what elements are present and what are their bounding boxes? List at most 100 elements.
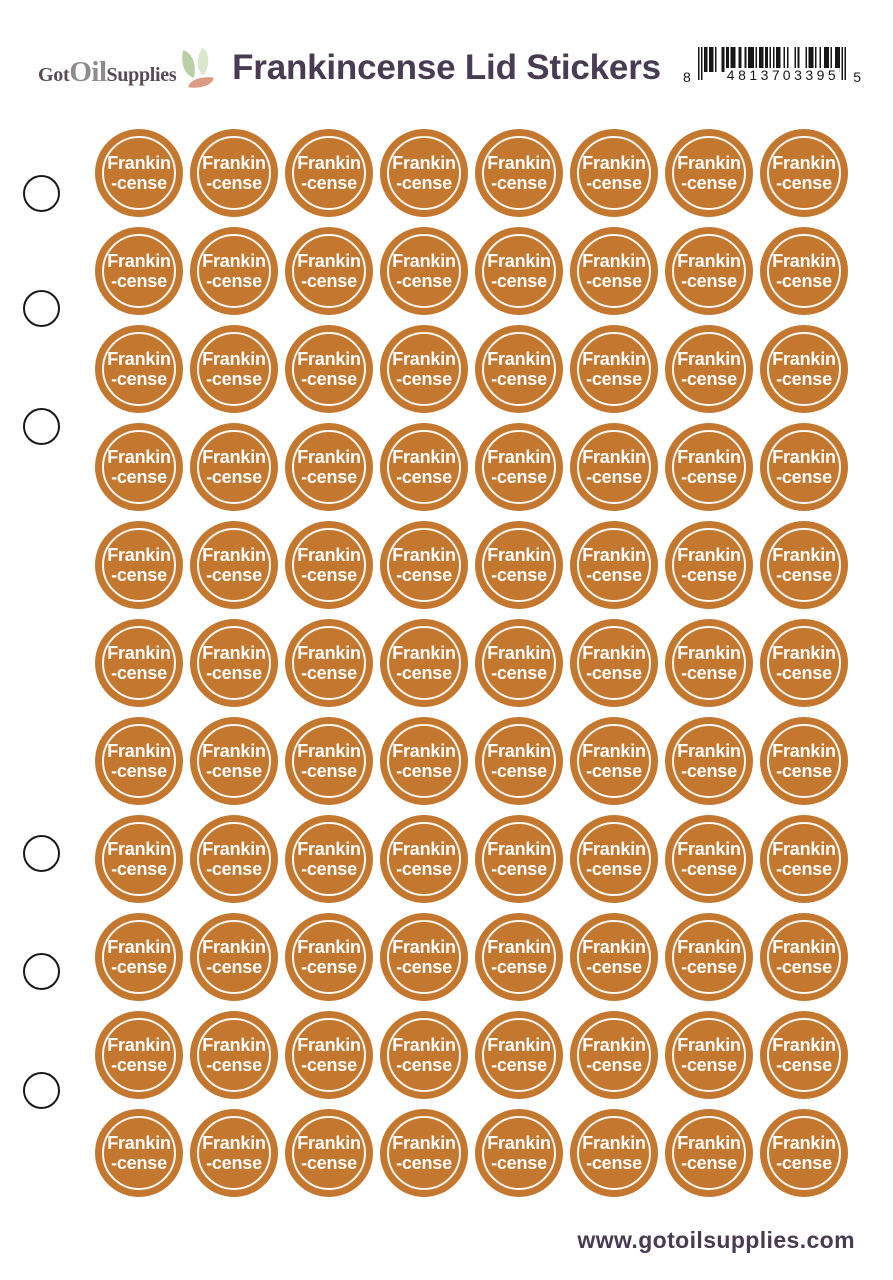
barcode-left-group: 48137 <box>725 67 785 83</box>
sticker-line2: -cense <box>776 369 832 389</box>
sticker-line2: -cense <box>206 173 262 193</box>
lid-sticker: Frankin -cense <box>665 325 753 413</box>
lid-sticker: Frankin -cense <box>760 325 848 413</box>
sticker-line1: Frankin <box>107 643 171 663</box>
sticker-line2: -cense <box>681 1153 737 1173</box>
sticker-line1: Frankin <box>202 741 266 761</box>
lid-sticker: Frankin -cense <box>190 619 278 707</box>
sticker-line2: -cense <box>111 565 167 585</box>
lid-sticker: Frankin -cense <box>95 717 183 805</box>
sticker-line2: -cense <box>491 565 547 585</box>
sticker-line2: -cense <box>491 467 547 487</box>
sticker-line1: Frankin <box>392 643 456 663</box>
sticker-line1: Frankin <box>107 251 171 271</box>
lid-sticker: Frankin -cense <box>380 717 468 805</box>
sticker-line2: -cense <box>586 859 642 879</box>
sticker-line2: -cense <box>491 957 547 977</box>
lid-sticker: Frankin -cense <box>475 227 563 315</box>
sticker-line1: Frankin <box>297 1133 361 1153</box>
sticker-line2: -cense <box>396 565 452 585</box>
lid-sticker: Frankin -cense <box>570 913 658 1001</box>
sticker-line1: Frankin <box>487 1035 551 1055</box>
page-title: Frankincense Lid Stickers <box>232 48 661 87</box>
sticker-line2: -cense <box>396 859 452 879</box>
sticker-line1: Frankin <box>202 839 266 859</box>
sticker-line2: -cense <box>396 271 452 291</box>
sticker-line2: -cense <box>301 467 357 487</box>
sticker-line1: Frankin <box>202 937 266 957</box>
sticker-line1: Frankin <box>392 839 456 859</box>
lid-sticker: Frankin -cense <box>665 913 753 1001</box>
sticker-line2: -cense <box>776 271 832 291</box>
sticker-line1: Frankin <box>107 545 171 565</box>
sticker-line1: Frankin <box>107 937 171 957</box>
lid-sticker: Frankin -cense <box>760 913 848 1001</box>
sticker-line2: -cense <box>111 859 167 879</box>
sticker-line2: -cense <box>111 1153 167 1173</box>
barcode-right-group: 03395 <box>781 67 841 83</box>
lid-sticker: Frankin -cense <box>760 423 848 511</box>
lid-sticker: Frankin -cense <box>665 1011 753 1099</box>
sticker-line1: Frankin <box>582 1035 646 1055</box>
punch-hole <box>23 174 60 212</box>
sticker-line1: Frankin <box>202 349 266 369</box>
barcode-bars <box>698 47 846 80</box>
lid-sticker: Frankin -cense <box>190 913 278 1001</box>
logo-text-got: Got <box>38 64 70 86</box>
sticker-line2: -cense <box>586 369 642 389</box>
lid-sticker: Frankin -cense <box>380 619 468 707</box>
sticker-line2: -cense <box>396 1153 452 1173</box>
lid-sticker: Frankin -cense <box>380 815 468 903</box>
sticker-line1: Frankin <box>487 839 551 859</box>
lid-sticker: Frankin -cense <box>285 423 373 511</box>
lid-sticker: Frankin -cense <box>285 325 373 413</box>
lid-sticker: Frankin -cense <box>665 1109 753 1197</box>
sticker-line1: Frankin <box>392 251 456 271</box>
sticker-line1: Frankin <box>202 1035 266 1055</box>
sticker-line2: -cense <box>681 467 737 487</box>
sticker-line1: Frankin <box>582 741 646 761</box>
sticker-line1: Frankin <box>582 937 646 957</box>
lid-sticker: Frankin -cense <box>570 717 658 805</box>
lid-sticker: Frankin -cense <box>665 619 753 707</box>
sticker-line1: Frankin <box>107 741 171 761</box>
sticker-line1: Frankin <box>202 643 266 663</box>
lid-sticker: Frankin -cense <box>285 1109 373 1197</box>
sticker-line2: -cense <box>111 663 167 683</box>
sticker-line1: Frankin <box>392 447 456 467</box>
lid-sticker: Frankin -cense <box>475 129 563 217</box>
sticker-line2: -cense <box>491 173 547 193</box>
lid-sticker: Frankin -cense <box>665 129 753 217</box>
lid-sticker: Frankin -cense <box>380 1109 468 1197</box>
lid-sticker: Frankin -cense <box>95 619 183 707</box>
lid-sticker: Frankin -cense <box>380 913 468 1001</box>
lid-sticker: Frankin -cense <box>95 227 183 315</box>
sticker-line2: -cense <box>301 173 357 193</box>
lid-sticker: Frankin -cense <box>475 717 563 805</box>
lid-sticker: Frankin -cense <box>190 423 278 511</box>
sticker-line2: -cense <box>396 1055 452 1075</box>
sticker-line1: Frankin <box>487 251 551 271</box>
sticker-line1: Frankin <box>677 1035 741 1055</box>
sticker-line2: -cense <box>681 663 737 683</box>
sticker-line1: Frankin <box>677 937 741 957</box>
lid-sticker: Frankin -cense <box>380 325 468 413</box>
sticker-line2: -cense <box>586 1055 642 1075</box>
sticker-line2: -cense <box>776 565 832 585</box>
sticker-line1: Frankin <box>772 251 836 271</box>
barcode-check-digit: 5 <box>852 69 862 85</box>
lid-sticker: Frankin -cense <box>190 325 278 413</box>
sticker-line1: Frankin <box>297 937 361 957</box>
sticker-line1: Frankin <box>487 349 551 369</box>
barcode-system-digit: 8 <box>682 69 692 85</box>
lid-sticker: Frankin -cense <box>570 129 658 217</box>
sticker-line1: Frankin <box>392 741 456 761</box>
sticker-line1: Frankin <box>202 153 266 173</box>
sticker-line2: -cense <box>586 565 642 585</box>
sticker-line1: Frankin <box>677 545 741 565</box>
lid-sticker: Frankin -cense <box>570 423 658 511</box>
sticker-line1: Frankin <box>392 937 456 957</box>
sticker-line2: -cense <box>111 761 167 781</box>
sticker-line2: -cense <box>681 369 737 389</box>
sticker-line2: -cense <box>586 467 642 487</box>
